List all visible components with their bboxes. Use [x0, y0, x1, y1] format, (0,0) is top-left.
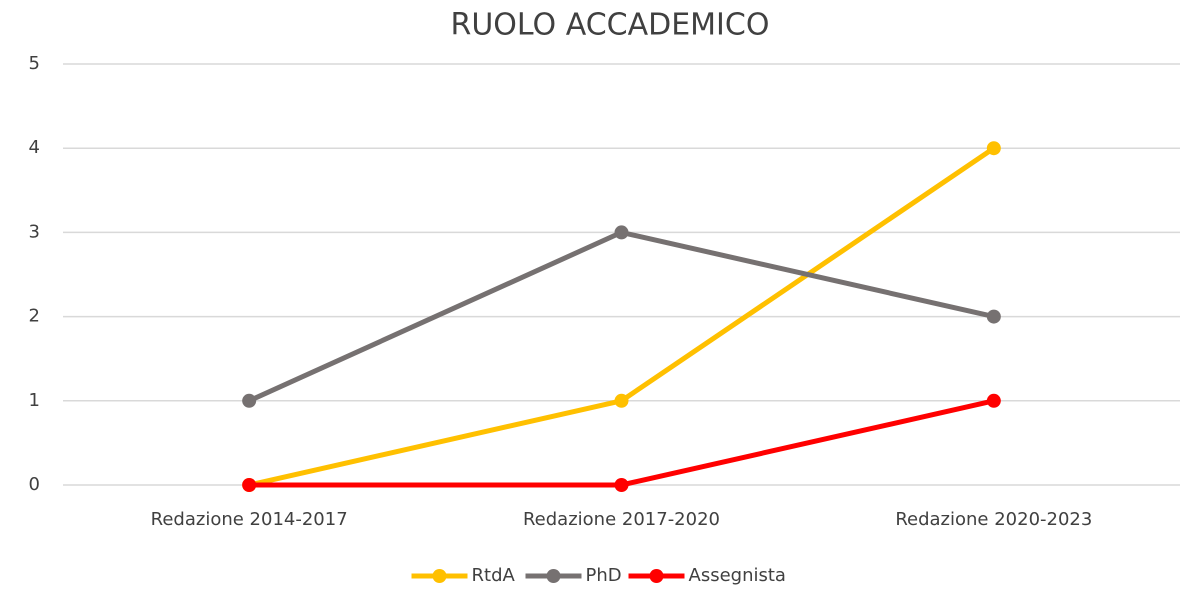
x-tick-label: Redazione 2014-2017 — [151, 509, 348, 530]
legend-label: RtdA — [472, 565, 516, 586]
point — [242, 478, 257, 492]
y-tick-label: 0 — [29, 474, 40, 495]
point — [986, 393, 1001, 408]
point — [614, 393, 629, 408]
y-tick-label: 3 — [29, 221, 40, 242]
y-tick-label: 1 — [29, 390, 40, 411]
series-line — [249, 398, 995, 488]
legend-marker — [432, 569, 447, 583]
legend-marker — [546, 569, 561, 583]
point — [986, 141, 1001, 156]
legend-label: PhD — [586, 565, 622, 586]
y-tick-label: 2 — [29, 306, 40, 327]
y-tick-label: 4 — [29, 137, 40, 158]
legend-label: Assegnista — [689, 565, 786, 586]
x-tick-label: Redazione 2017-2020 — [523, 509, 720, 530]
x-tick-label: Redazione 2020-2023 — [895, 509, 1092, 530]
point — [614, 478, 629, 492]
chart-title: RUOLO ACCADEMICO — [451, 8, 770, 43]
legend-marker — [649, 569, 664, 583]
point — [986, 309, 1001, 324]
y-tick-label: 5 — [29, 53, 40, 74]
point — [614, 225, 629, 240]
point — [242, 393, 257, 408]
